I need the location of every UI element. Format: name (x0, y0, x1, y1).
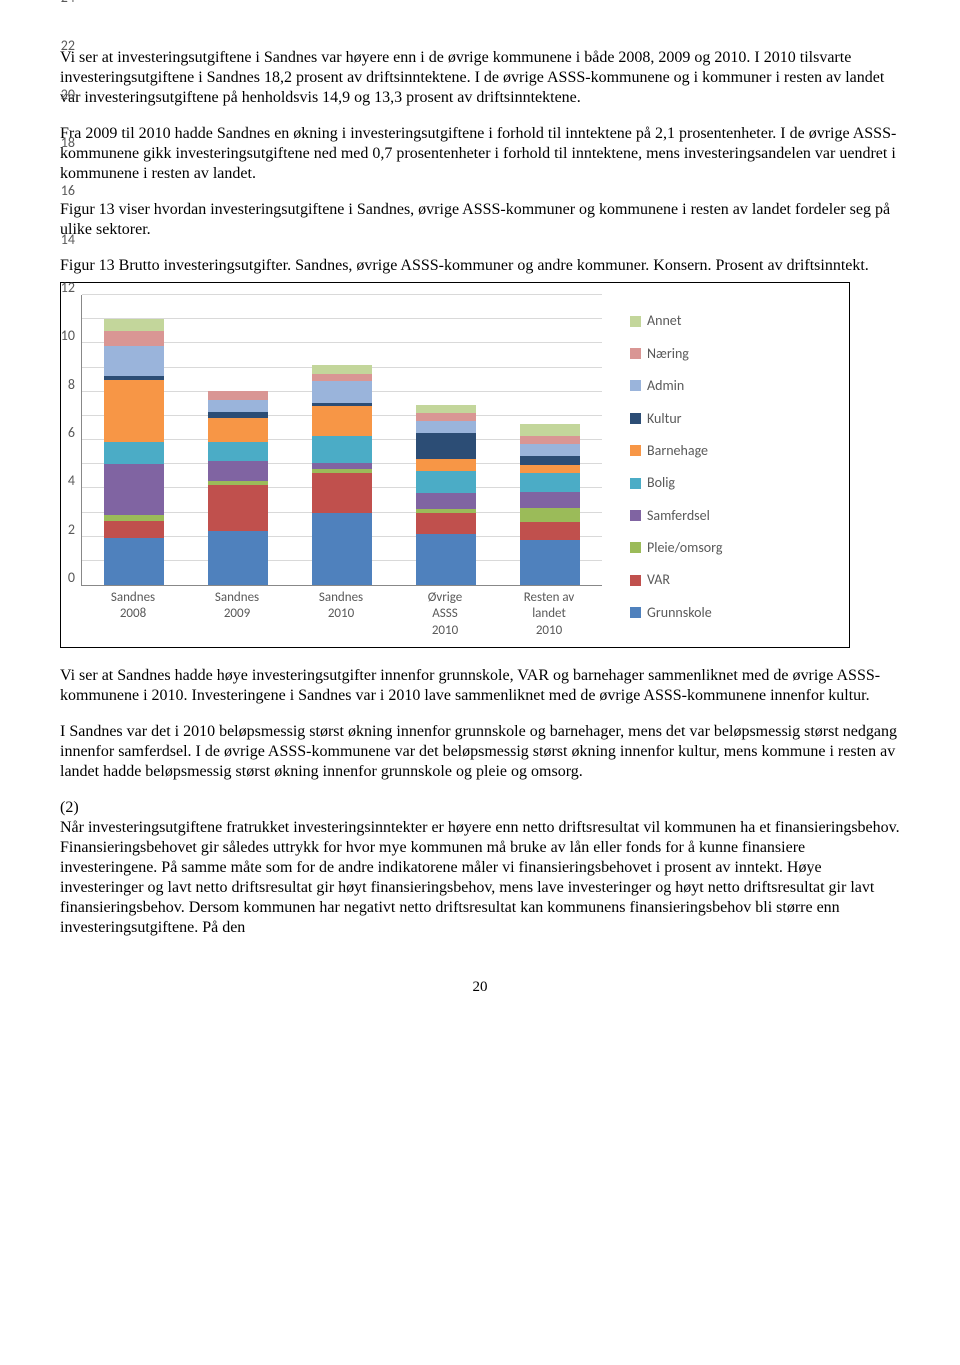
paragraph-1: Vi ser at investeringsutgiftene i Sandne… (60, 48, 900, 108)
legend-item-barnehage: Barnehage (630, 442, 722, 460)
bar-column (312, 365, 372, 585)
bar-segment-naering (416, 413, 476, 420)
legend-label: Annet (647, 312, 681, 330)
legend-item-pleie: Pleie/omsorg (630, 539, 722, 557)
bar-segment-admin (312, 381, 372, 403)
bar-segment-var (416, 513, 476, 535)
bar-segment-grunnskole (208, 531, 268, 585)
legend-item-admin: Admin (630, 377, 722, 395)
bar-segment-bolig (208, 442, 268, 460)
legend-item-bolig: Bolig (630, 474, 722, 492)
bar-segment-var (312, 473, 372, 513)
bar-segment-annet (520, 424, 580, 436)
x-axis-label: Øvrige ASSS 2010 (415, 590, 475, 639)
legend-item-annet: Annet (630, 312, 722, 330)
x-axis-label: Sandnes 2008 (103, 590, 163, 639)
legend-swatch (630, 575, 641, 586)
bar-segment-annet (312, 365, 372, 373)
legend-label: Pleie/omsorg (647, 539, 722, 557)
legend-swatch (630, 413, 641, 424)
legend-label: Kultur (647, 410, 682, 428)
bar-segment-samferdsel (208, 461, 268, 482)
bar-segment-bolig (312, 436, 372, 463)
legend-label: Barnehage (647, 442, 708, 460)
bar-column (208, 391, 268, 585)
paragraph-3: Figur 13 viser hvordan investeringsutgif… (60, 200, 900, 240)
bar-segment-samferdsel (520, 492, 580, 508)
legend-item-kultur: Kultur (630, 410, 722, 428)
x-axis-label: Sandnes 2009 (207, 590, 267, 639)
bar-segment-admin (208, 400, 268, 412)
bar-segment-admin (520, 444, 580, 456)
paragraph-2: Fra 2009 til 2010 hadde Sandnes en øknin… (60, 124, 900, 184)
bar-segment-kultur (520, 456, 580, 466)
legend-swatch (630, 445, 641, 456)
bar-segment-var (104, 521, 164, 538)
bar-segment-naering (104, 331, 164, 346)
bar-segment-pleie (520, 508, 580, 523)
legend-item-samferdsel: Samferdsel (630, 507, 722, 525)
bar-segment-barnehage (208, 418, 268, 442)
paragraph-5: I Sandnes var det i 2010 beløpsmessig st… (60, 722, 900, 782)
bar-segment-annet (104, 319, 164, 331)
legend-swatch (630, 316, 641, 327)
bar-segment-grunnskole (104, 538, 164, 585)
bar-column (104, 319, 164, 585)
bar-segment-kultur (416, 433, 476, 460)
legend-item-naering: Næring (630, 345, 722, 363)
bar-segment-naering (208, 391, 268, 401)
bar-segment-bolig (104, 442, 164, 464)
bar-segment-barnehage (104, 380, 164, 443)
bar-column (416, 405, 476, 585)
legend-item-var: VAR (630, 571, 722, 589)
bar-column (520, 424, 580, 585)
page-number: 20 (60, 978, 900, 997)
x-axis-label: Resten av landet 2010 (519, 590, 579, 639)
x-axis-labels: Sandnes 2008 Sandnes 2009 Sandnes 2010 Øvri… (81, 590, 601, 639)
bar-segment-annet (416, 405, 476, 413)
plot-area: 024681012141618202224 Sandnes 2008Sandne… (75, 295, 602, 639)
legend-item-grunnskole: Grunnskole (630, 604, 722, 622)
paragraph-6: (2) Når investeringsutgiftene fratrukket… (60, 798, 900, 938)
bar-segment-grunnskole (416, 534, 476, 585)
legend-swatch (630, 542, 641, 553)
bar-segment-var (208, 485, 268, 531)
paragraph-6-lead: (2) (60, 799, 79, 816)
bar-segment-barnehage (312, 406, 372, 436)
bar-segment-samferdsel (416, 493, 476, 509)
bar-segment-barnehage (520, 465, 580, 472)
legend-swatch (630, 380, 641, 391)
chart-container: 024681012141618202224 Sandnes 2008Sandne… (60, 282, 850, 648)
legend-label: Grunnskole (647, 604, 712, 622)
bar-segment-bolig (520, 473, 580, 492)
legend-swatch (630, 348, 641, 359)
legend-swatch (630, 607, 641, 618)
bar-segment-bolig (416, 471, 476, 493)
legend-label: VAR (647, 571, 670, 589)
bar-segment-admin (104, 346, 164, 376)
chart-title: Figur 13 Brutto investeringsutgifter. Sa… (60, 256, 900, 276)
legend-label: Admin (647, 377, 684, 395)
bar-segment-samferdsel (104, 464, 164, 515)
bar-segment-var (520, 522, 580, 540)
paragraph-6-body: Når investeringsutgiftene fratrukket inv… (60, 819, 900, 936)
paragraph-4: Vi ser at Sandnes hadde høye investering… (60, 666, 900, 706)
bars-area (81, 295, 602, 586)
bar-segment-grunnskole (520, 540, 580, 585)
legend-swatch (630, 478, 641, 489)
bar-segment-grunnskole (312, 513, 372, 586)
legend-label: Bolig (647, 474, 675, 492)
legend-label: Samferdsel (647, 507, 710, 525)
legend-swatch (630, 510, 641, 521)
legend-label: Næring (647, 345, 689, 363)
bar-segment-admin (416, 421, 476, 433)
bar-segment-barnehage (416, 459, 476, 471)
bar-segment-naering (312, 374, 372, 381)
bar-segment-naering (520, 436, 580, 443)
chart-legend: Annet Næring Admin Kultur Barnehage Bolig Samf… (630, 295, 722, 639)
x-axis-label: Sandnes 2010 (311, 590, 371, 639)
